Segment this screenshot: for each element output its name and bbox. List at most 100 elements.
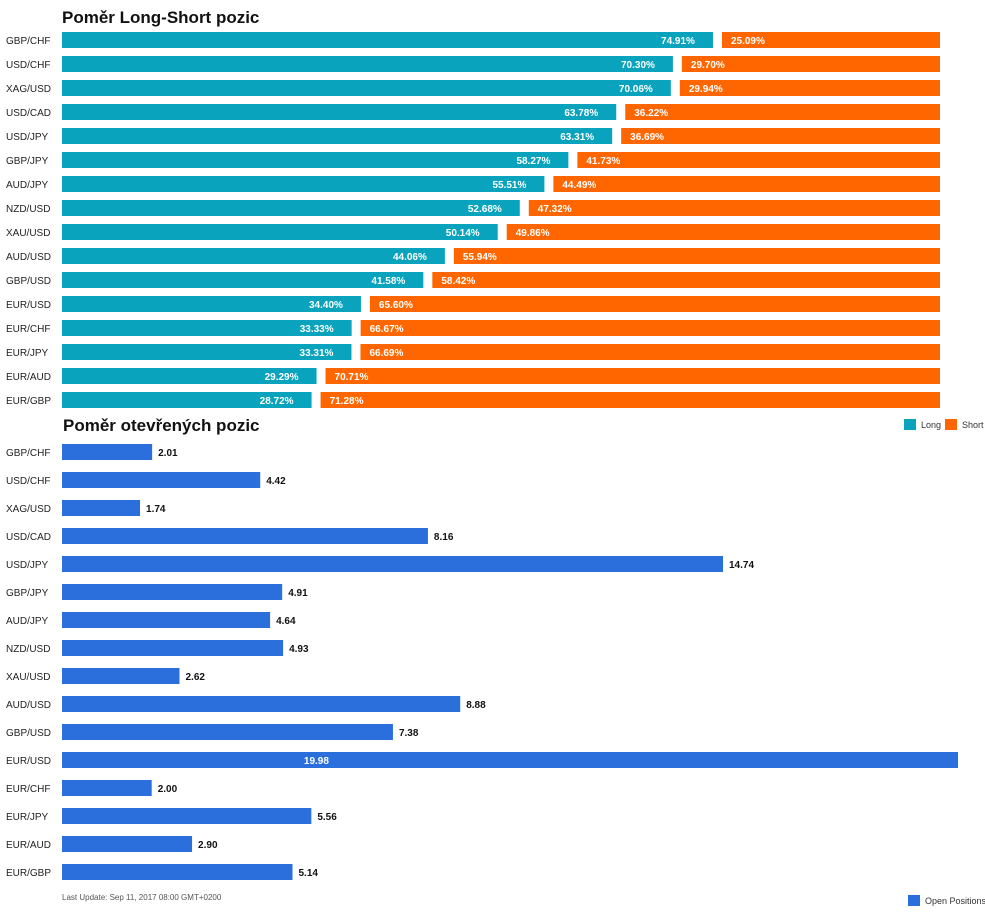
category-label: USD/CAD: [6, 108, 51, 119]
short-bar: [369, 296, 940, 312]
category-label: USD/CAD: [6, 532, 51, 543]
long-bar: [62, 320, 352, 336]
short-bar: [577, 152, 940, 168]
open-positions-value-label: 2.01: [158, 448, 178, 459]
category-label: XAU/USD: [6, 228, 50, 239]
category-label: USD/CHF: [6, 60, 50, 71]
open-positions-value-label: 5.14: [299, 868, 319, 879]
short-bar: [325, 368, 940, 384]
category-label: EUR/USD: [6, 756, 51, 767]
open-positions-bar: [62, 640, 284, 656]
short-bar: [453, 248, 940, 264]
open-positions-bar: [62, 780, 152, 796]
open-positions-bar: [62, 668, 180, 684]
category-label: GBP/CHF: [6, 448, 50, 459]
short-value-label: 44.49%: [562, 180, 596, 191]
open-positions-bar: [62, 556, 724, 572]
open-positions-value-label: 2.62: [185, 672, 205, 683]
long-bar: [62, 80, 671, 96]
long-bar: [62, 104, 617, 120]
category-label: EUR/AUD: [6, 840, 51, 851]
long-value-label: 58.27%: [516, 156, 550, 167]
long-value-label: 33.31%: [300, 348, 334, 359]
category-label: EUR/JPY: [6, 348, 49, 359]
category-label: AUD/JPY: [6, 616, 49, 627]
open-positions-bar: [62, 696, 461, 712]
short-value-label: 71.28%: [330, 396, 364, 407]
category-label: USD/JPY: [6, 132, 49, 143]
open-positions-value-label: 8.88: [466, 700, 486, 711]
category-label: EUR/USD: [6, 300, 51, 311]
open-positions-bar: [62, 500, 141, 516]
category-label: XAG/USD: [6, 504, 51, 515]
category-label: GBP/USD: [6, 276, 51, 287]
open-positions-bar: [62, 472, 261, 488]
open-positions-value-label: 7.38: [399, 728, 419, 739]
short-value-label: 36.22%: [634, 108, 668, 119]
long-value-label: 44.06%: [393, 252, 427, 263]
category-label: XAU/USD: [6, 672, 50, 683]
short-bar: [625, 104, 940, 120]
short-value-label: 66.69%: [369, 348, 403, 359]
long-value-label: 52.68%: [468, 204, 502, 215]
short-value-label: 55.94%: [463, 252, 497, 263]
legend-short-label: Short: [962, 419, 984, 430]
short-value-label: 36.69%: [630, 132, 664, 143]
open-positions-bar: [62, 724, 393, 740]
legend-long-swatch: [904, 419, 916, 430]
long-bar: [62, 344, 352, 360]
short-bar: [360, 320, 940, 336]
open-positions-value-label: 4.64: [276, 616, 296, 627]
open-positions-chart-title: Poměr otevřených pozic: [63, 416, 260, 435]
open-positions-bar: [62, 612, 271, 628]
short-bar: [553, 176, 940, 192]
category-label: NZD/USD: [6, 204, 50, 215]
open-positions-value-label: 4.91: [288, 588, 308, 599]
long-bar: [62, 200, 520, 216]
category-label: GBP/JPY: [6, 588, 49, 599]
open-positions-value-label: 2.00: [158, 784, 178, 795]
category-label: GBP/CHF: [6, 36, 50, 47]
short-bar: [681, 56, 940, 72]
long-short-chart-title: Poměr Long-Short pozic: [62, 8, 260, 27]
short-value-label: 29.94%: [689, 84, 723, 95]
category-label: USD/CHF: [6, 476, 50, 487]
category-label: AUD/JPY: [6, 180, 49, 191]
category-label: EUR/JPY: [6, 812, 49, 823]
short-value-label: 58.42%: [441, 276, 475, 287]
long-value-label: 34.40%: [309, 300, 343, 311]
last-update-text: Last Update: Sep 11, 2017 08:00 GMT+0200: [62, 893, 222, 902]
open-positions-bar: [62, 864, 293, 880]
long-value-label: 70.06%: [619, 84, 653, 95]
legend-long: Long: [904, 419, 941, 430]
open-positions-bar: [62, 528, 428, 544]
long-value-label: 50.14%: [446, 228, 480, 239]
short-bar: [679, 80, 940, 96]
long-bar: [62, 56, 673, 72]
short-value-label: 49.86%: [516, 228, 550, 239]
open-positions-bar: [62, 836, 193, 852]
long-value-label: 63.78%: [564, 108, 598, 119]
category-label: EUR/GBP: [6, 396, 51, 407]
category-label: EUR/CHF: [6, 324, 50, 335]
category-label: XAG/USD: [6, 84, 51, 95]
open-positions-value-label: 5.56: [317, 812, 337, 823]
category-label: GBP/USD: [6, 728, 51, 739]
short-bar: [721, 32, 940, 48]
long-value-label: 70.30%: [621, 60, 655, 71]
short-bar: [621, 128, 940, 144]
legend-long-label: Long: [921, 419, 942, 430]
category-label: NZD/USD: [6, 644, 50, 655]
short-value-label: 65.60%: [379, 300, 413, 311]
short-bar: [360, 344, 941, 360]
long-value-label: 33.33%: [300, 324, 334, 335]
open-positions-value-label: 4.42: [266, 476, 286, 487]
category-label: AUD/USD: [6, 252, 51, 263]
open-positions-value-label: 19.98: [304, 756, 329, 767]
short-value-label: 70.71%: [335, 372, 369, 383]
open-positions-value-label: 4.93: [289, 644, 309, 655]
long-bar: [62, 152, 569, 168]
category-label: AUD/USD: [6, 700, 51, 711]
long-bar: [62, 32, 713, 48]
